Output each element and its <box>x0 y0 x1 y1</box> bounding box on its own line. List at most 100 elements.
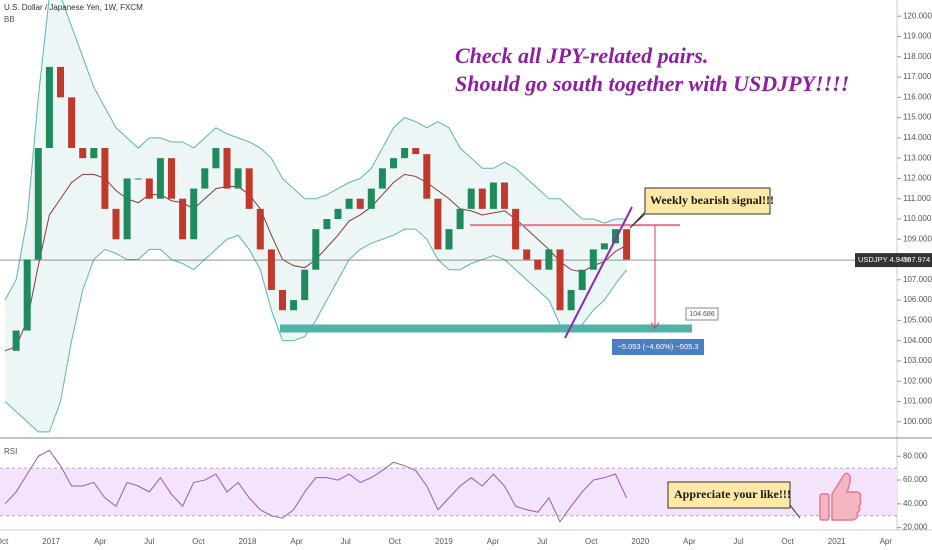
candle <box>578 269 586 290</box>
candle <box>623 229 631 260</box>
signal-text: Weekly bearish signal!!! <box>650 193 774 207</box>
candle <box>179 198 187 240</box>
rsi-tick-label: 40.000 <box>903 499 928 508</box>
candle <box>245 168 253 209</box>
rsi-tick-label: 20.000 <box>903 523 928 532</box>
rsi-tick-label: 60.000 <box>903 475 928 484</box>
overlay-name: BB <box>4 15 15 24</box>
candle <box>223 148 231 189</box>
candle <box>201 168 209 189</box>
candle <box>434 198 442 250</box>
y-tick-label: 100.000 <box>903 417 932 426</box>
candle <box>567 289 575 311</box>
rsi-line <box>4 449 628 523</box>
candle <box>489 182 497 209</box>
like-callout <box>667 481 801 519</box>
y-tick-label: 103.000 <box>903 356 932 365</box>
candle <box>367 188 375 209</box>
candle <box>156 158 164 199</box>
candle <box>523 249 531 260</box>
measure-box <box>612 339 704 355</box>
candle <box>290 300 298 311</box>
y-tick-label: 119.000 <box>903 32 932 41</box>
candle <box>445 229 453 250</box>
candle <box>90 148 98 159</box>
candle <box>256 208 264 250</box>
candle <box>190 188 198 240</box>
x-tick-label: Jul <box>733 537 743 546</box>
candle <box>345 198 353 209</box>
chart-title: U.S. Dollar / Japanese Yen, 1W, FXCM <box>4 3 143 12</box>
x-tick-label: Jul <box>144 537 154 546</box>
candle <box>168 158 175 199</box>
candle <box>467 188 475 209</box>
candle <box>390 158 397 169</box>
x-tick-label: Apr <box>683 537 696 546</box>
signal-callout <box>629 187 771 229</box>
band-fill <box>5 0 627 432</box>
candle <box>312 229 320 270</box>
headline: Should go south together with USDJPY!!!! <box>455 71 849 96</box>
candle <box>534 259 542 270</box>
candle <box>412 148 420 155</box>
x-tick-label: Apr <box>880 537 893 546</box>
y-tick-label: 101.000 <box>903 397 932 406</box>
candle <box>112 208 120 240</box>
x-tick-label: 2021 <box>828 537 846 546</box>
candle <box>334 208 342 219</box>
x-tick-label: 2017 <box>42 537 60 546</box>
y-tick-label: 102.000 <box>903 376 932 385</box>
target-label: 104.686 <box>689 311 714 318</box>
candle <box>378 168 386 189</box>
candle <box>512 208 520 250</box>
candle <box>23 259 31 331</box>
candle <box>212 148 220 169</box>
current-price-tag <box>855 253 932 268</box>
y-tick-label: 118.000 <box>903 52 932 61</box>
y-tick-label: 114.000 <box>903 133 932 142</box>
candle <box>57 66 64 98</box>
y-tick-label: 106.000 <box>903 295 932 304</box>
y-tick-label: 105.000 <box>903 315 932 324</box>
candle <box>34 148 42 260</box>
candle <box>401 148 409 159</box>
headline: Check all JPY-related pairs. <box>455 43 708 68</box>
y-tick-label: 109.000 <box>903 234 932 243</box>
candle <box>612 229 619 244</box>
x-tick-label: 2020 <box>631 537 649 546</box>
trendline <box>564 206 633 339</box>
band-upper <box>4 0 627 301</box>
y-tick-label: 107.000 <box>903 275 932 284</box>
candle <box>279 289 286 311</box>
candle <box>501 182 508 209</box>
target-box <box>685 307 719 321</box>
candle <box>79 148 87 159</box>
candle <box>589 249 597 270</box>
candle <box>12 330 20 351</box>
y-tick-label: 116.000 <box>903 92 932 101</box>
current-price-label: 107.974 <box>903 255 930 264</box>
candle <box>545 249 553 270</box>
rsi-tick-label: 80.000 <box>903 451 928 460</box>
x-tick-label: Oct <box>585 537 598 546</box>
x-tick-label: 2019 <box>435 537 453 546</box>
measure-head <box>650 322 660 330</box>
band-lower <box>4 228 627 433</box>
x-tick-label: Apr <box>94 537 107 546</box>
measure-label: −5.053 (−4.60%) −505.3 <box>617 342 698 351</box>
candle <box>134 178 142 180</box>
y-tick-label: 111.000 <box>903 194 931 203</box>
x-tick-label: Oct <box>192 537 205 546</box>
like-text: Appreciate your like!!! <box>674 487 791 501</box>
y-tick-label: 110.000 <box>903 214 932 223</box>
rsi-name: RSI <box>4 447 17 456</box>
x-tick-label: Oct <box>781 537 794 546</box>
x-tick-label: Apr <box>290 537 303 546</box>
candle <box>478 188 486 209</box>
y-tick-label: 104.000 <box>903 336 932 345</box>
support-zone <box>280 324 692 333</box>
x-tick-label: Apr <box>487 537 500 546</box>
